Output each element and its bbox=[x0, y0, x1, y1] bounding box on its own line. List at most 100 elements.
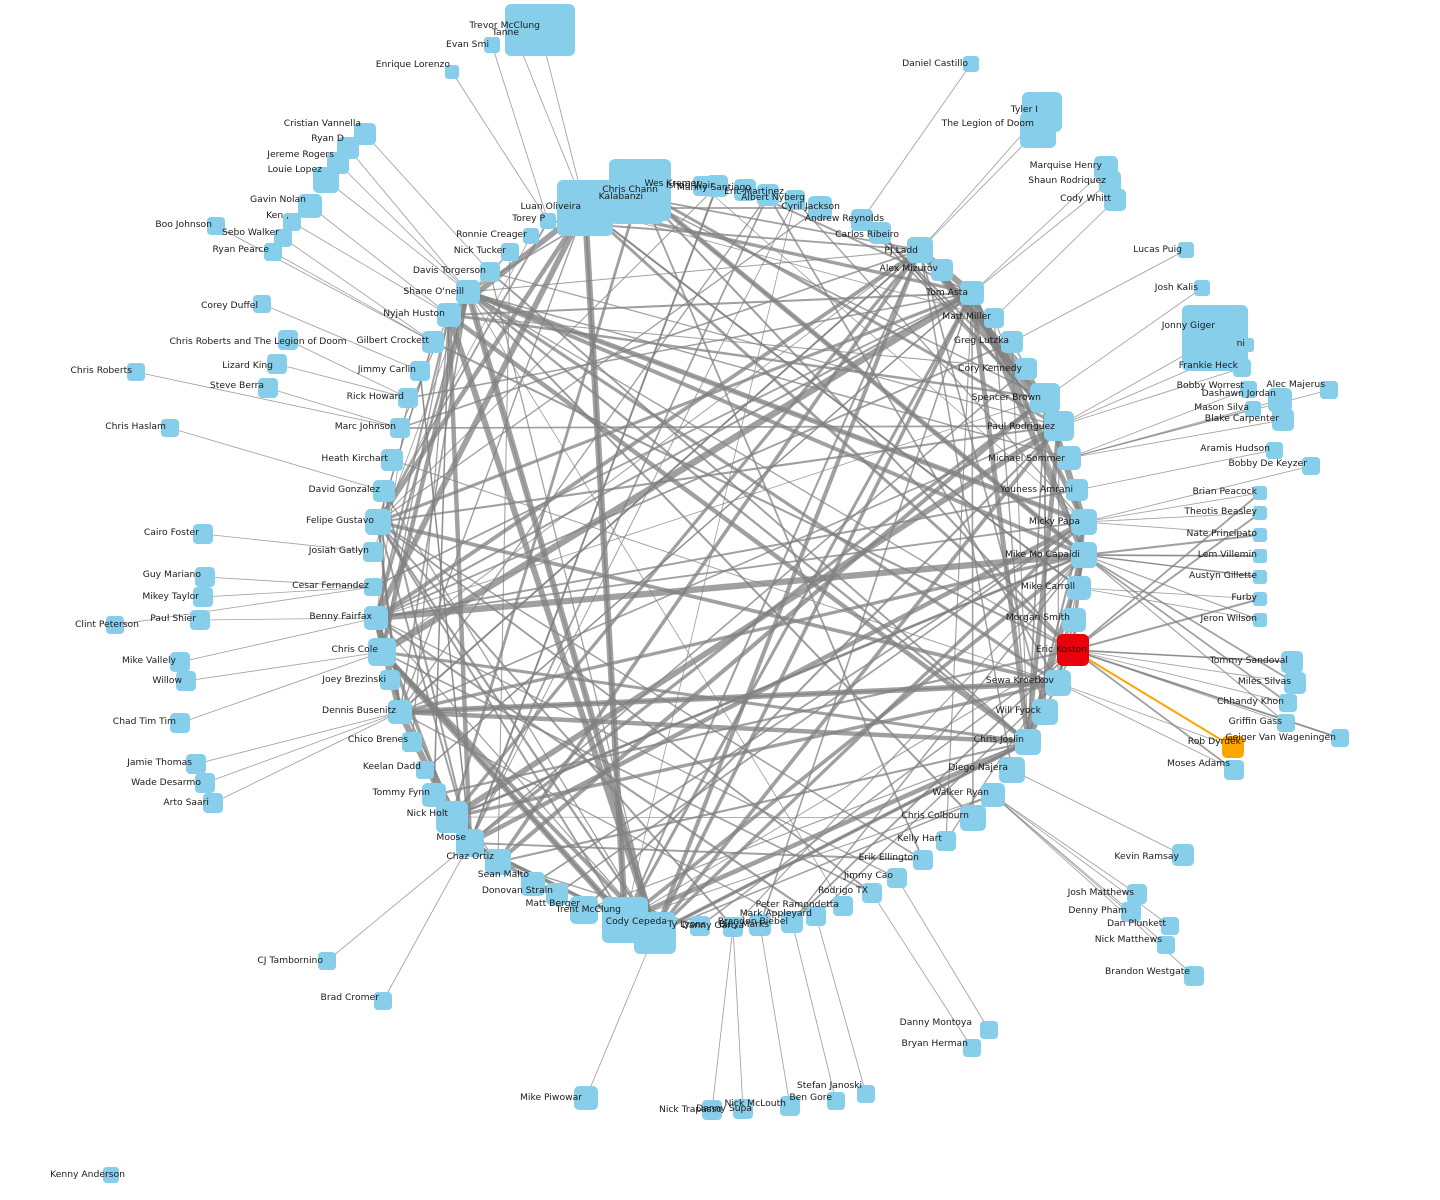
graph-node[interactable] bbox=[253, 295, 271, 313]
graph-node[interactable] bbox=[1015, 729, 1041, 755]
graph-node[interactable] bbox=[193, 524, 213, 544]
graph-node[interactable] bbox=[546, 883, 568, 905]
graph-node[interactable] bbox=[283, 213, 301, 231]
graph-node[interactable] bbox=[862, 883, 882, 903]
graph-node[interactable] bbox=[1127, 884, 1147, 904]
graph-node[interactable] bbox=[190, 610, 210, 630]
graph-node[interactable] bbox=[365, 509, 391, 535]
graph-node[interactable] bbox=[422, 783, 446, 807]
graph-node[interactable] bbox=[1172, 844, 1194, 866]
graph-node[interactable] bbox=[1062, 608, 1086, 632]
graph-node[interactable] bbox=[390, 418, 410, 438]
graph-node[interactable] bbox=[388, 700, 412, 724]
graph-node[interactable] bbox=[523, 228, 539, 244]
graph-node[interactable] bbox=[274, 229, 292, 247]
graph-node[interactable] bbox=[936, 831, 956, 851]
graph-node[interactable] bbox=[999, 757, 1025, 783]
graph-node[interactable] bbox=[1253, 506, 1267, 520]
graph-node[interactable] bbox=[363, 542, 383, 562]
graph-node[interactable] bbox=[1253, 528, 1267, 542]
graph-node[interactable] bbox=[734, 179, 756, 201]
graph-node[interactable] bbox=[364, 578, 382, 596]
graph-node[interactable] bbox=[437, 303, 461, 327]
graph-node[interactable] bbox=[456, 280, 480, 304]
graph-node[interactable] bbox=[984, 308, 1004, 328]
graph-node[interactable] bbox=[574, 1086, 598, 1110]
graph-node[interactable] bbox=[410, 361, 430, 381]
graph-node[interactable] bbox=[1099, 171, 1121, 193]
graph-node[interactable] bbox=[313, 167, 339, 193]
graph-node[interactable] bbox=[806, 906, 826, 926]
graph-node[interactable] bbox=[785, 190, 805, 210]
graph-node[interactable] bbox=[258, 378, 278, 398]
graph-node[interactable] bbox=[1157, 936, 1175, 954]
graph-node[interactable] bbox=[445, 65, 459, 79]
graph-node[interactable] bbox=[501, 243, 519, 261]
graph-node[interactable] bbox=[1302, 457, 1320, 475]
graph-node[interactable] bbox=[195, 773, 215, 793]
graph-node[interactable] bbox=[690, 916, 710, 936]
graph-node[interactable] bbox=[1253, 570, 1267, 584]
graph-node[interactable] bbox=[827, 1092, 845, 1110]
graph-node[interactable] bbox=[186, 754, 206, 774]
graph-node[interactable] bbox=[510, 36, 528, 54]
graph-node[interactable] bbox=[913, 850, 933, 870]
graph-node[interactable] bbox=[381, 449, 403, 471]
graph-node[interactable] bbox=[907, 237, 933, 263]
graph-node[interactable] bbox=[195, 567, 215, 587]
graph-node[interactable] bbox=[1161, 917, 1179, 935]
graph-node[interactable] bbox=[1224, 760, 1244, 780]
graph-node[interactable] bbox=[960, 805, 986, 831]
graph-node[interactable] bbox=[1253, 486, 1267, 500]
graph-node[interactable] bbox=[887, 868, 907, 888]
graph-node[interactable] bbox=[318, 952, 336, 970]
graph-node[interactable] bbox=[570, 896, 598, 924]
graph-node[interactable] bbox=[1268, 388, 1292, 412]
graph-node[interactable] bbox=[1044, 411, 1074, 441]
graph-node[interactable] bbox=[368, 638, 396, 666]
graph-node[interactable] bbox=[354, 123, 376, 145]
graph-node[interactable] bbox=[869, 222, 891, 244]
graph-node[interactable] bbox=[1121, 902, 1141, 922]
graph-node[interactable] bbox=[207, 217, 225, 235]
graph-node[interactable] bbox=[193, 587, 213, 607]
graph-node[interactable] bbox=[456, 829, 484, 857]
graph-node[interactable] bbox=[485, 849, 511, 875]
graph-node[interactable] bbox=[1253, 592, 1267, 606]
graph-node[interactable] bbox=[1233, 359, 1251, 377]
graph-node[interactable] bbox=[1284, 672, 1306, 694]
graph-node[interactable] bbox=[203, 793, 223, 813]
graph-node[interactable] bbox=[931, 259, 953, 281]
graph-node[interactable] bbox=[780, 1096, 800, 1116]
graph-node[interactable] bbox=[264, 243, 282, 261]
graph-node[interactable] bbox=[1057, 446, 1081, 470]
graph-node[interactable] bbox=[1331, 729, 1349, 747]
graph-node[interactable] bbox=[380, 670, 400, 690]
graph-node[interactable] bbox=[106, 616, 124, 634]
graph-node[interactable] bbox=[702, 1100, 722, 1120]
graph-node[interactable] bbox=[1194, 280, 1210, 296]
graph-node[interactable] bbox=[1030, 383, 1060, 413]
graph-node[interactable] bbox=[808, 196, 832, 220]
graph-node[interactable] bbox=[1245, 401, 1261, 417]
graph-node[interactable] bbox=[127, 363, 145, 381]
graph-node[interactable] bbox=[981, 783, 1005, 807]
graph-node[interactable] bbox=[1020, 112, 1056, 148]
graph-node[interactable] bbox=[960, 281, 984, 305]
graph-node[interactable] bbox=[980, 1021, 998, 1039]
graph-node[interactable] bbox=[540, 213, 556, 229]
graph-node[interactable] bbox=[851, 209, 873, 231]
graph-node[interactable] bbox=[364, 606, 388, 630]
graph-node[interactable] bbox=[374, 992, 392, 1010]
graph-node[interactable] bbox=[733, 1099, 753, 1119]
graph-node[interactable] bbox=[857, 1085, 875, 1103]
graph-node[interactable] bbox=[1015, 358, 1037, 380]
graph-node[interactable] bbox=[610, 170, 664, 224]
graph-node[interactable] bbox=[1067, 576, 1091, 600]
graph-node[interactable] bbox=[170, 713, 190, 733]
graph-node[interactable] bbox=[749, 914, 771, 936]
graph-node[interactable] bbox=[706, 175, 728, 197]
graph-node[interactable] bbox=[170, 652, 190, 672]
graph-node[interactable] bbox=[1253, 613, 1267, 627]
graph-node[interactable] bbox=[278, 330, 298, 350]
